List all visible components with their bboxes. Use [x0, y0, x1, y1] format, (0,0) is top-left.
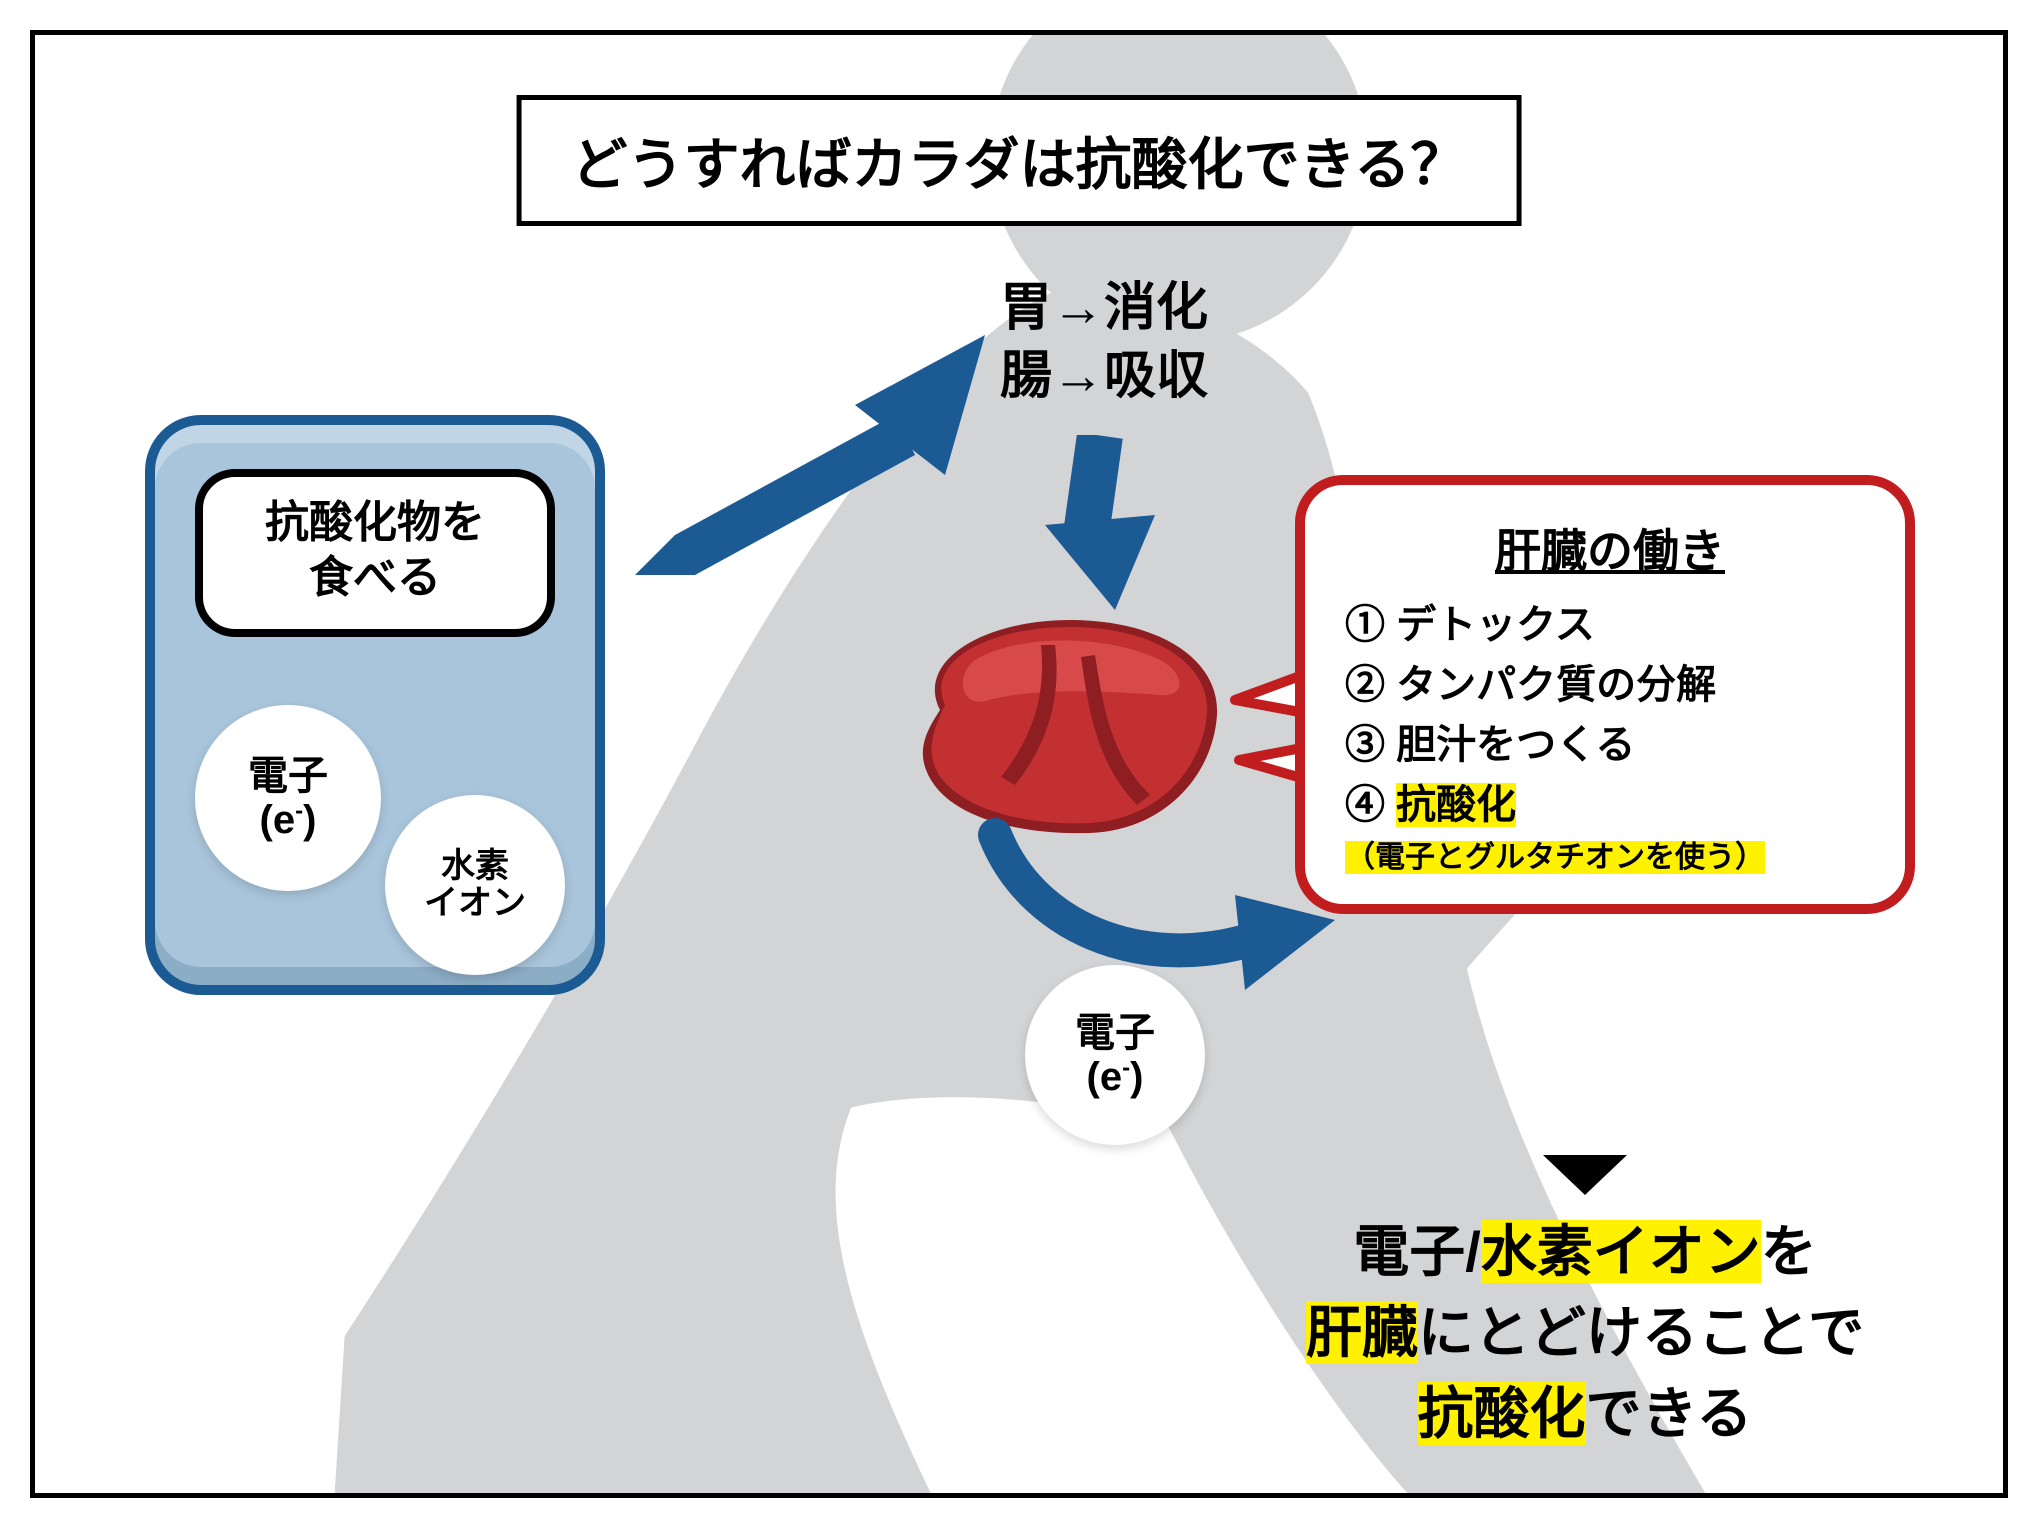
hydrogen-label-1: 水素: [441, 848, 509, 885]
food-label-line2: 食べる: [213, 550, 537, 605]
antioxidant-food-panel: 抗酸化物を 食べる 電子 (e-) 水素 イオン: [145, 415, 605, 995]
digestion-line2: 腸→吸収: [1000, 343, 1208, 411]
liver-callout-heading: 肝臓の働き: [1345, 515, 1875, 581]
digestion-line1: 胃→消化: [1000, 275, 1208, 343]
digestion-text: 胃→消化 腸→吸収: [1000, 275, 1208, 410]
liver-fn-1: ① デトックス: [1345, 595, 1875, 655]
conclusion-line3: 抗酸化できる: [1175, 1373, 1995, 1454]
conclusion-block: 電子/水素イオンを 肝臓にとどけることで 抗酸化できる: [1175, 1155, 1995, 1455]
outer-frame: どうすればカラダは抗酸化できる？ 抗酸化物を 食べる 電子 (e-) 水素 イオ…: [30, 30, 2008, 1498]
arrow-digestion-to-liver-icon: [1025, 435, 1165, 615]
food-panel-label: 抗酸化物を 食べる: [195, 469, 555, 637]
title-text: どうすればカラダは抗酸化できる？: [572, 120, 1467, 201]
liver-function-list: ① デトックス ② タンパク質の分解 ③ 胆汁をつくる ④ 抗酸化 （電子とグル…: [1345, 595, 1875, 880]
down-triangle-icon: [1543, 1155, 1627, 1195]
infographic-canvas: どうすればカラダは抗酸化できる？ 抗酸化物を 食べる 電子 (e-) 水素 イオ…: [0, 0, 2038, 1528]
liver-fn-2: ② タンパク質の分解: [1345, 655, 1875, 715]
electron-label: 電子: [248, 754, 328, 798]
title-box: どうすればカラダは抗酸化できる？: [517, 95, 1522, 226]
food-label-line1: 抗酸化物を: [213, 495, 537, 550]
free-electron-circle: 電子 (e-): [1025, 965, 1205, 1145]
arrow-food-to-digestion-icon: [615, 335, 1015, 595]
electron-circle: 電子 (e-): [195, 705, 381, 891]
free-electron-label: 電子: [1075, 1011, 1155, 1055]
arrow-liver-to-callout-icon: [975, 815, 1335, 995]
hydrogen-ion-circle: 水素 イオン: [385, 795, 565, 975]
liver-icon: [905, 605, 1225, 845]
conclusion-line1: 電子/水素イオンを: [1175, 1211, 1995, 1292]
free-electron-symbol: (e-): [1087, 1055, 1144, 1099]
electron-symbol: (e-): [260, 798, 317, 842]
liver-fn-4: ④ 抗酸化 （電子とグルタチオンを使う）: [1345, 775, 1875, 880]
hydrogen-label-2: イオン: [424, 885, 526, 922]
liver-fn-3: ③ 胆汁をつくる: [1345, 715, 1875, 775]
conclusion-line2: 肝臓にとどけることで: [1175, 1292, 1995, 1373]
liver-function-callout: 肝臓の働き ① デトックス ② タンパク質の分解 ③ 胆汁をつくる ④ 抗酸化 …: [1295, 475, 1915, 914]
